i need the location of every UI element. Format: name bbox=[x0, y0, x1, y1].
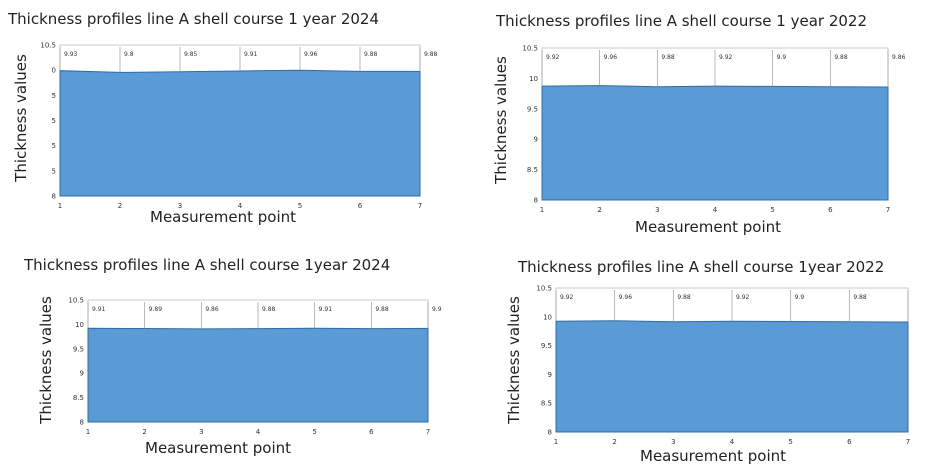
y-tick-label: 8 bbox=[80, 419, 84, 427]
data-label: 9.9 bbox=[432, 306, 442, 313]
data-label: 9.85 bbox=[184, 51, 198, 58]
y-tick-label: 10 bbox=[75, 321, 84, 329]
data-label: 9.91 bbox=[244, 51, 258, 58]
y-axis-label: Thickness values bbox=[505, 296, 523, 425]
data-label: 9.88 bbox=[262, 306, 276, 313]
data-label: 9.88 bbox=[424, 51, 438, 58]
x-tick-label: 4 bbox=[730, 438, 735, 446]
x-tick-label: 1 bbox=[86, 428, 90, 436]
data-label: 9.9 bbox=[777, 54, 787, 61]
y-tick-label: 10 bbox=[529, 75, 538, 83]
y-tick-label: 8.5 bbox=[73, 394, 84, 402]
x-tick-label: 7 bbox=[886, 206, 890, 214]
y-tick-label: 9.5 bbox=[527, 105, 538, 113]
x-tick-label: 1 bbox=[554, 438, 558, 446]
y-tick-label: 8 bbox=[52, 193, 56, 201]
data-label: 9.91 bbox=[319, 306, 333, 313]
area-series bbox=[555, 320, 909, 433]
y-tick-label: 10.5 bbox=[40, 42, 56, 50]
y-tick-label: 9.5 bbox=[541, 342, 552, 350]
data-label: 9.96 bbox=[619, 294, 633, 301]
data-label: 9.92 bbox=[736, 294, 750, 301]
area-series bbox=[541, 85, 889, 201]
y-tick-label: 9 bbox=[534, 136, 538, 144]
x-tick-label: 3 bbox=[199, 428, 203, 436]
x-axis-label: Measurement point bbox=[640, 447, 786, 465]
y-axis-label: Thickness values bbox=[12, 54, 30, 183]
data-label: 9.91 bbox=[92, 306, 106, 313]
x-tick-label: 5 bbox=[770, 206, 774, 214]
x-tick-label: 3 bbox=[655, 206, 659, 214]
x-tick-label: 1 bbox=[58, 202, 62, 210]
area-series bbox=[59, 69, 421, 197]
y-tick-label: 9.5 bbox=[73, 345, 84, 353]
x-tick-label: 6 bbox=[847, 438, 852, 446]
chart-title: Thickness profiles line A shell course 1… bbox=[518, 258, 885, 276]
y-tick-label: 8 bbox=[548, 429, 552, 437]
x-tick-label: 4 bbox=[238, 202, 243, 210]
x-tick-label: 4 bbox=[713, 206, 718, 214]
x-tick-label: 2 bbox=[612, 438, 616, 446]
x-tick-label: 6 bbox=[828, 206, 833, 214]
x-tick-label: 2 bbox=[118, 202, 122, 210]
x-tick-label: 2 bbox=[142, 428, 146, 436]
data-label: 9.92 bbox=[560, 294, 574, 301]
y-tick-label: 5 bbox=[52, 117, 56, 125]
x-tick-label: 3 bbox=[671, 438, 675, 446]
data-label: 9.96 bbox=[604, 54, 618, 61]
x-tick-label: 7 bbox=[426, 428, 430, 436]
x-tick-label: 4 bbox=[256, 428, 261, 436]
data-label: 9.93 bbox=[64, 51, 78, 58]
y-tick-label: 0 bbox=[52, 67, 56, 75]
chart-title: Thickness profiles line A shell course 1… bbox=[8, 10, 380, 28]
chart-title: Thickness profiles line A shell course 1… bbox=[496, 12, 868, 30]
x-tick-label: 7 bbox=[418, 202, 422, 210]
y-tick-label: 5 bbox=[52, 92, 56, 100]
y-tick-label: 10.5 bbox=[536, 285, 552, 293]
x-tick-label: 5 bbox=[298, 202, 302, 210]
data-label: 9.88 bbox=[661, 54, 675, 61]
y-tick-label: 8.5 bbox=[527, 166, 538, 174]
x-tick-label: 6 bbox=[358, 202, 363, 210]
y-axis-label: Thickness values bbox=[37, 296, 55, 425]
data-label: 9.88 bbox=[853, 294, 867, 301]
data-label: 9.92 bbox=[546, 54, 560, 61]
x-axis-label: Measurement point bbox=[635, 218, 781, 236]
data-label: 9.88 bbox=[834, 54, 848, 61]
y-tick-label: 8.5 bbox=[541, 400, 552, 408]
x-tick-label: 5 bbox=[788, 438, 792, 446]
y-tick-label: 10.5 bbox=[68, 297, 84, 305]
data-label: 9.88 bbox=[677, 294, 691, 301]
y-tick-label: 8 bbox=[534, 197, 538, 205]
y-tick-label: 5 bbox=[52, 167, 56, 175]
y-axis-label: Thickness values bbox=[492, 56, 510, 185]
x-axis-label: Measurement point bbox=[145, 439, 291, 457]
data-label: 9.88 bbox=[375, 306, 389, 313]
data-label: 9.86 bbox=[892, 54, 906, 61]
x-tick-label: 2 bbox=[597, 206, 601, 214]
y-tick-label: 10 bbox=[543, 313, 552, 321]
x-tick-label: 7 bbox=[906, 438, 910, 446]
data-label: 9.8 bbox=[124, 51, 134, 58]
data-label: 9.96 bbox=[304, 51, 318, 58]
x-tick-label: 3 bbox=[178, 202, 182, 210]
x-tick-label: 6 bbox=[369, 428, 374, 436]
y-tick-label: 9 bbox=[80, 370, 84, 378]
x-axis-label: Measurement point bbox=[150, 208, 296, 226]
y-tick-label: 10.5 bbox=[522, 45, 538, 53]
area-series bbox=[87, 327, 429, 423]
x-tick-label: 1 bbox=[540, 206, 544, 214]
y-tick-label: 5 bbox=[52, 142, 56, 150]
data-label: 9.86 bbox=[205, 306, 219, 313]
data-label: 9.9 bbox=[795, 294, 805, 301]
data-label: 9.89 bbox=[149, 306, 163, 313]
data-label: 9.92 bbox=[719, 54, 733, 61]
y-tick-label: 9 bbox=[548, 371, 552, 379]
chart-title: Thickness profiles line A shell course 1… bbox=[24, 256, 391, 274]
x-tick-label: 5 bbox=[312, 428, 316, 436]
data-label: 9.88 bbox=[364, 51, 378, 58]
